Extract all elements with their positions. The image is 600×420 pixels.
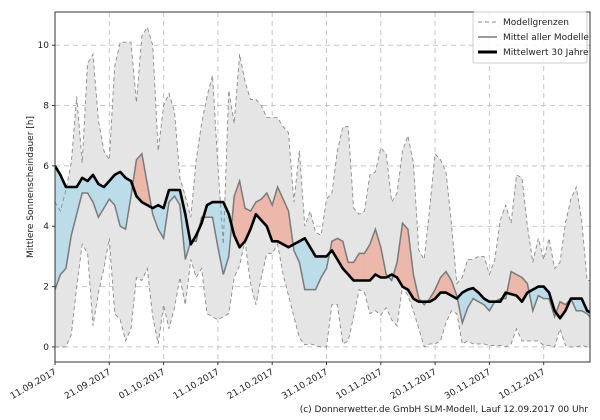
model-range-band	[55, 27, 590, 347]
above-climate-fill	[510, 271, 517, 296]
y-tick-label: 2	[43, 283, 49, 293]
lower-bound-line	[55, 238, 590, 348]
x-tick-label: 30.11.2017	[443, 367, 493, 401]
legend-label-climate-mean: Mittelwert 30 Jahre	[503, 48, 589, 58]
legend-box	[472, 11, 588, 64]
x-tick-label: 10.11.2017	[335, 367, 385, 401]
below-climate-fill	[119, 171, 126, 230]
above-climate-fill	[358, 253, 365, 281]
plot-frame	[54, 11, 591, 363]
below-climate-fill	[60, 174, 67, 276]
y-tick-label: 10	[38, 41, 50, 51]
legend-label-range: Modellgrenzen	[503, 18, 569, 28]
plot-area	[55, 25, 590, 348]
x-tick-label: 21.09.2017	[63, 367, 113, 401]
x-tick-label: 11.10.2017	[172, 367, 222, 401]
below-climate-fill	[576, 298, 582, 311]
y-axis-label: Mittlere Sonnenscheindauer [h]	[26, 116, 36, 258]
x-tick-label: 01.10.2017	[117, 367, 167, 401]
y-tick-label: 0	[43, 343, 49, 353]
y-tick-label: 8	[43, 102, 49, 112]
above-climate-fill	[402, 222, 409, 290]
x-tick-label: 31.10.2017	[280, 367, 330, 401]
x-tick-label: 20.11.2017	[389, 367, 439, 401]
below-climate-fill	[55, 165, 61, 290]
upper-bound-line	[55, 25, 590, 285]
y-tick-label: 6	[43, 162, 49, 172]
climate-mean-line	[55, 165, 590, 320]
legend-label-model-mean: Mittel aller Modelle	[503, 33, 589, 43]
legend: Modellgrenzen Mittel aller Modelle Mitte…	[472, 11, 589, 64]
x-tick-label: 21.10.2017	[226, 367, 276, 401]
x-tick-label: 10.12.2017	[498, 367, 548, 401]
copyright-footer: (c) Donnerwetter.de GmbH SLM-Modell, Lau…	[299, 405, 588, 415]
y-tick-label: 4	[43, 222, 49, 232]
x-tick-label: 11.09.2017	[9, 367, 59, 401]
